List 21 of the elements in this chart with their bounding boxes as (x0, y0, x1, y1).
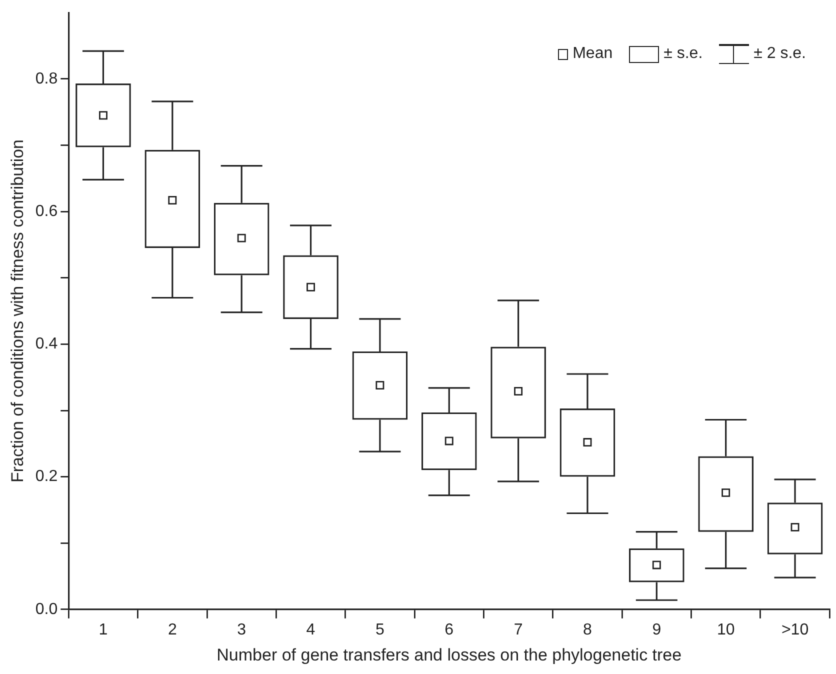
x-tick-label: 5 (375, 621, 384, 638)
annotation: ± 2 s.e. (754, 45, 806, 63)
x-tick-label: 9 (652, 621, 662, 638)
y-tick-label: 0.4 (35, 336, 58, 353)
x-tick-label: 1 (98, 621, 108, 638)
x-tick-label: 4 (306, 621, 316, 638)
x-tick-label: 2 (168, 621, 177, 638)
y-tick-label: 0.6 (35, 202, 58, 220)
x-axis-title: Number of gene transfers and losses on the phylogenetic tree (216, 645, 682, 664)
y-axis-title: Fraction of conditions with fitness contribution (8, 139, 27, 483)
y-tick-label: 0.8 (35, 70, 58, 88)
x-tick-label: 10 (716, 621, 735, 638)
x-tick-label: 6 (444, 621, 454, 638)
x-tick-label: 8 (583, 621, 592, 638)
y-tick-label: 0.2 (35, 468, 58, 486)
annotation: ± s.e. (664, 45, 703, 63)
x-tick-label: >10 (781, 621, 809, 638)
x-tick-label: 3 (237, 621, 246, 638)
y-tick-label: 0.0 (35, 600, 58, 618)
x-tick-label: 7 (514, 621, 523, 638)
annotation: Mean (572, 45, 613, 63)
